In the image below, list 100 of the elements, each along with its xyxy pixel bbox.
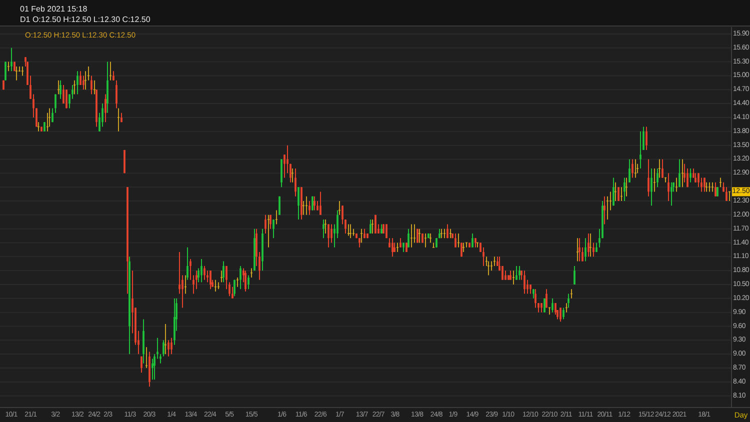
candlestick	[588, 232, 590, 258]
candlestick	[490, 260, 492, 272]
candlestick	[400, 238, 402, 248]
candlestick	[396, 242, 398, 253]
candlestick	[294, 168, 296, 197]
candlestick	[504, 270, 506, 280]
candlestick	[532, 288, 534, 299]
candlestick	[268, 214, 270, 248]
candlestick	[650, 168, 652, 206]
candlestick	[612, 177, 614, 206]
candlestick	[184, 274, 186, 294]
candlestick	[646, 126, 648, 150]
candlestick	[462, 242, 464, 253]
candlestick	[174, 298, 176, 346]
candlestick	[60, 80, 62, 100]
candlestick	[142, 318, 144, 364]
candlestick	[286, 144, 288, 174]
candlestick	[624, 177, 626, 202]
candlestick	[38, 122, 40, 132]
candlestick	[272, 219, 274, 239]
candlestick	[678, 158, 680, 188]
candlestick	[94, 80, 96, 95]
candlestick	[592, 242, 594, 258]
candlestick	[236, 277, 238, 288]
candlestick	[728, 191, 730, 202]
candlestick	[488, 260, 490, 276]
candlestick	[8, 61, 10, 72]
candlestick	[214, 279, 216, 292]
candlestick	[292, 168, 294, 183]
candlestick	[164, 323, 166, 355]
candlestick	[410, 224, 412, 248]
candlestick	[554, 302, 556, 316]
candlestick	[54, 94, 56, 114]
candlestick	[250, 268, 252, 278]
candlestick	[234, 279, 236, 297]
candlestick	[606, 196, 608, 220]
candlestick	[566, 302, 568, 313]
candlestick	[276, 210, 278, 225]
candlestick	[350, 224, 352, 239]
candlestick	[590, 232, 592, 258]
candlestick	[324, 219, 326, 234]
candlestick	[708, 182, 710, 192]
candlestick	[474, 238, 476, 248]
candlestick	[524, 270, 526, 294]
candlestick	[714, 182, 716, 197]
candlestick	[90, 75, 92, 95]
candlestick	[712, 182, 714, 192]
candlestick	[48, 108, 50, 128]
candlestick	[74, 80, 76, 95]
candlestick	[546, 288, 548, 308]
candlestick	[632, 158, 634, 178]
candlestick	[348, 224, 350, 236]
candlestick	[388, 238, 390, 248]
candlestick	[692, 168, 694, 178]
candlestick	[206, 270, 208, 283]
candlestick	[306, 196, 308, 216]
candlestick	[58, 80, 60, 95]
candlestick	[116, 80, 118, 109]
candlestick	[152, 358, 154, 380]
candlestick	[570, 288, 572, 299]
candlestick	[440, 228, 442, 239]
candlestick	[530, 284, 532, 294]
candlestick	[654, 168, 656, 192]
candlestick	[316, 200, 318, 211]
candlestick	[562, 307, 564, 320]
candlestick	[656, 168, 658, 188]
candlestick	[670, 182, 672, 206]
candlestick	[264, 214, 266, 234]
candlestick	[76, 70, 78, 95]
candlestick	[662, 158, 664, 178]
candlestick	[430, 232, 432, 244]
candlestick	[146, 346, 148, 369]
candlestick	[320, 191, 322, 216]
candlestick	[52, 108, 54, 123]
candlestick	[472, 232, 474, 248]
candlestick	[72, 84, 74, 100]
candlestick	[280, 158, 282, 188]
candlestick	[168, 340, 170, 357]
candlestick	[118, 108, 120, 132]
candlestick	[512, 270, 514, 286]
candlestick	[614, 182, 616, 202]
candlestick	[338, 200, 340, 216]
candlestick	[720, 177, 722, 188]
candlestick	[620, 186, 622, 202]
candlestick	[110, 61, 112, 81]
candlestick	[668, 172, 670, 202]
candlestick	[704, 177, 706, 192]
candlestick	[578, 238, 580, 262]
candlestick	[494, 256, 496, 266]
candlestick	[232, 286, 234, 299]
candlestick	[450, 228, 452, 239]
candlestick	[686, 168, 688, 188]
candlestick	[584, 238, 586, 262]
candlestick	[372, 219, 374, 234]
candlestick	[358, 238, 360, 248]
candlestick	[576, 238, 578, 262]
candlestick	[636, 163, 638, 174]
candlestick	[370, 219, 372, 234]
candlestick	[640, 130, 642, 170]
candlestick	[228, 282, 230, 297]
